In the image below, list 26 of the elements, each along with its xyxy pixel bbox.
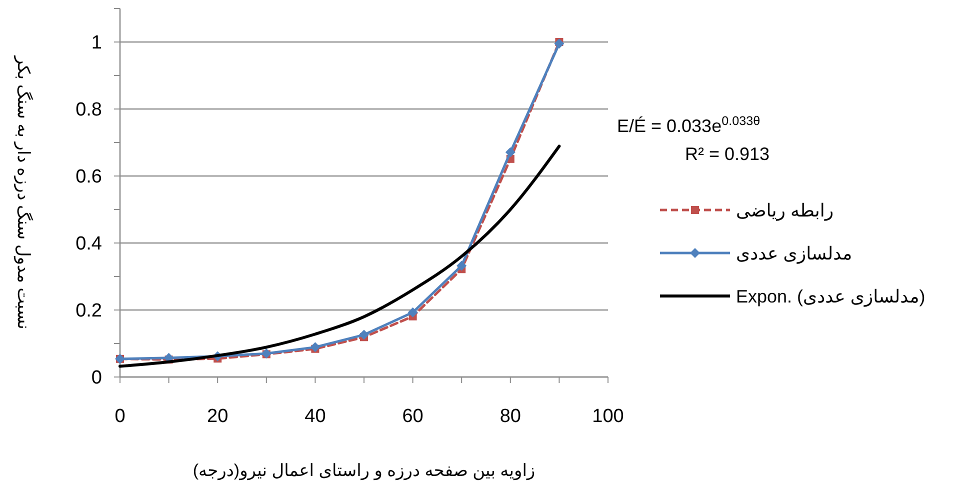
x-axis-title: زاویه بین صفحه درزه و راستای اعمال نیرو(درجه) — [192, 461, 536, 481]
x-tick-label: 60 — [402, 406, 424, 427]
y-tick-label: 1 — [91, 32, 102, 54]
legend-label: رابطه ریاضی — [736, 200, 834, 222]
x-tick-label: 20 — [207, 406, 228, 427]
x-tick-label: 100 — [592, 406, 624, 427]
point — [359, 330, 369, 340]
y-tick-label: 0 — [91, 368, 102, 389]
point — [505, 147, 516, 158]
point — [408, 307, 418, 318]
y-tick-label: 0.4 — [76, 234, 102, 255]
y-tick-label: 0.8 — [76, 100, 102, 121]
x-tick-label: 80 — [500, 406, 521, 427]
text: E/É = 0.033e$^{0.033θ}$ — [617, 114, 760, 136]
line-series — [118, 144, 561, 368]
y-axis-title: نسبت مدول سنگ درزه دار به سنگ بکر — [13, 55, 34, 330]
legend-label: مدلسازی عددی — [736, 243, 852, 264]
text: R² = 0.913 — [685, 144, 770, 164]
x-tick-label: 40 — [304, 406, 326, 427]
x-tick-label: 0 — [114, 406, 126, 427]
point — [310, 342, 320, 352]
point — [456, 260, 467, 271]
y-tick-label: 0.2 — [76, 300, 102, 322]
point — [554, 38, 564, 49]
y-tick-label: 0.6 — [76, 166, 102, 188]
legend-label: Expon. (مدلسازی عددی) — [736, 286, 926, 308]
